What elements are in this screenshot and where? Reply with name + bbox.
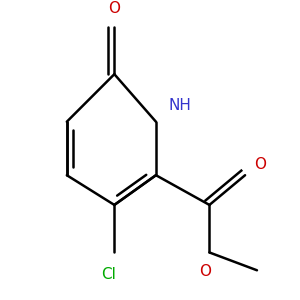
Text: Cl: Cl xyxy=(101,267,116,282)
Text: O: O xyxy=(199,264,211,279)
Text: NH: NH xyxy=(168,98,191,113)
Text: O: O xyxy=(108,1,120,16)
Text: O: O xyxy=(254,157,266,172)
